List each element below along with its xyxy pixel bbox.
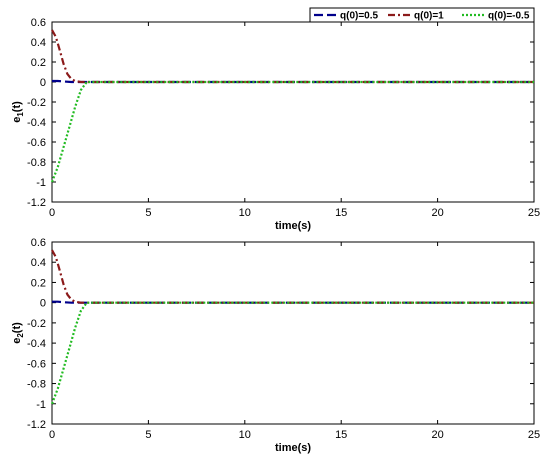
y-tick-label: 0.2 [31,277,46,289]
x-tick-label: 0 [49,429,55,441]
y-tick-label: -0.6 [27,137,46,149]
y-tick-label: -0.2 [27,318,46,330]
legend: q(0)=0.5 q(0)=1 q(0)=-0.5 [309,7,535,23]
x-axis-label: time(s) [275,220,311,232]
y-axis-label-main: e [11,117,23,123]
y-tick-label: -1.2 [27,419,46,431]
x-tick-label: 20 [431,429,443,441]
x-tick-label: 20 [431,207,443,219]
legend-box [309,7,535,23]
y-tick-label: 0 [40,298,46,310]
y-axis-label: e2(t) [11,322,25,344]
x-tick-label: 10 [239,207,251,219]
series-line-1 [52,300,534,304]
plot-area [51,21,535,203]
y-tick-label: 0.4 [31,257,46,269]
y-axis-label-suffix: (t) [11,101,23,112]
plot-area [51,241,535,425]
y-axis-label-main: e [11,338,23,344]
y-tick-label: 0.6 [31,237,46,249]
y-tick-label: 0.4 [31,37,46,49]
y-axis-label-sub: 2 [16,333,25,338]
x-tick-label: 25 [528,429,540,441]
x-tick-label: 25 [528,207,540,219]
y-tick-label: -1 [36,399,46,411]
y-tick-label: 0.6 [31,17,46,29]
y-axis-label-suffix: (t) [11,322,23,333]
x-axis-label: time(s) [275,442,311,454]
legend-label-1: q(0)=0.5 [340,11,379,22]
y-tick-label: -0.4 [27,117,46,129]
x-tick-label: 5 [145,207,151,219]
series-line-3 [50,80,534,183]
y-tick-label: -0.2 [27,97,46,109]
y-axis-label: e1(t) [11,101,25,123]
chart-panel-1: 0 5 10 15 20 25 -1.2 -1 -0.8 -0.6 -0.4 -0.2 0 0.2 0.4 0… [11,17,540,232]
legend-label-2: q(0)=1 [414,11,444,22]
y-tick-label: 0 [40,77,46,89]
y-tick-label: -0.8 [27,379,46,391]
y-tick-label: -0.8 [27,157,46,169]
x-tick-label: 10 [239,429,251,441]
series-line-3 [50,301,534,405]
y-tick-label: -1 [36,177,46,189]
x-tick-label: 0 [49,207,55,219]
x-tick-label: 15 [335,429,347,441]
series-line-2 [51,29,534,84]
y-tick-label: -0.6 [27,358,46,370]
y-tick-label: 0.2 [31,57,46,69]
y-tick-label: -0.4 [27,338,46,350]
y-tick-label: -1.2 [27,197,46,209]
x-tick-label: 15 [335,207,347,219]
x-tick-label: 5 [145,429,151,441]
legend-label-3: q(0)=-0.5 [488,11,530,22]
y-axis-label-sub: 1 [16,112,25,117]
chart-panel-2: 0 5 10 15 20 25 -1.2 -1 -0.8 -0.6 -0.4 -0.2 0 0.2 0.4 0… [11,237,540,454]
series-line-2 [51,249,534,304]
